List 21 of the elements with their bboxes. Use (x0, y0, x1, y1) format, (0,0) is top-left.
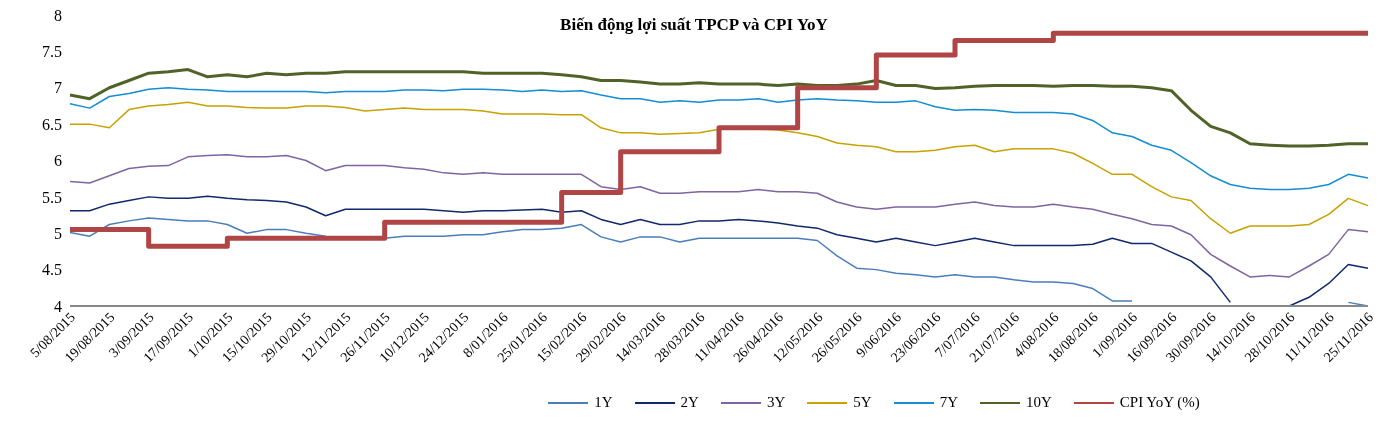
chart-title: Biến động lợi suất TPCP và CPI YoY (560, 15, 828, 34)
line-series (69, 87, 1369, 191)
legend-label: 7Y (939, 394, 958, 411)
y-tick-label: 7 (54, 79, 62, 97)
line-series (69, 153, 1369, 278)
legend-label: 1Y (594, 394, 613, 411)
y-tick-label: 7.5 (42, 43, 62, 61)
legend-label: 10Y (1025, 394, 1052, 411)
line-series (68, 68, 1370, 148)
line-series (69, 101, 1369, 234)
y-tick-label: 4.5 (42, 261, 62, 279)
y-tick-label: 5.5 (42, 188, 62, 206)
y-tick-label: 8 (54, 6, 62, 24)
y-tick-label: 6.5 (42, 115, 62, 133)
legend-label: CPI YoY (%) (1119, 394, 1200, 411)
y-tick-label: 4 (54, 297, 62, 315)
legend-label: 3Y (766, 394, 786, 411)
legend-label: 5Y (853, 394, 872, 411)
y-tick-label: 6 (54, 152, 62, 170)
y-tick-label: 5 (54, 224, 62, 242)
legend-label: 2Y (680, 394, 699, 411)
